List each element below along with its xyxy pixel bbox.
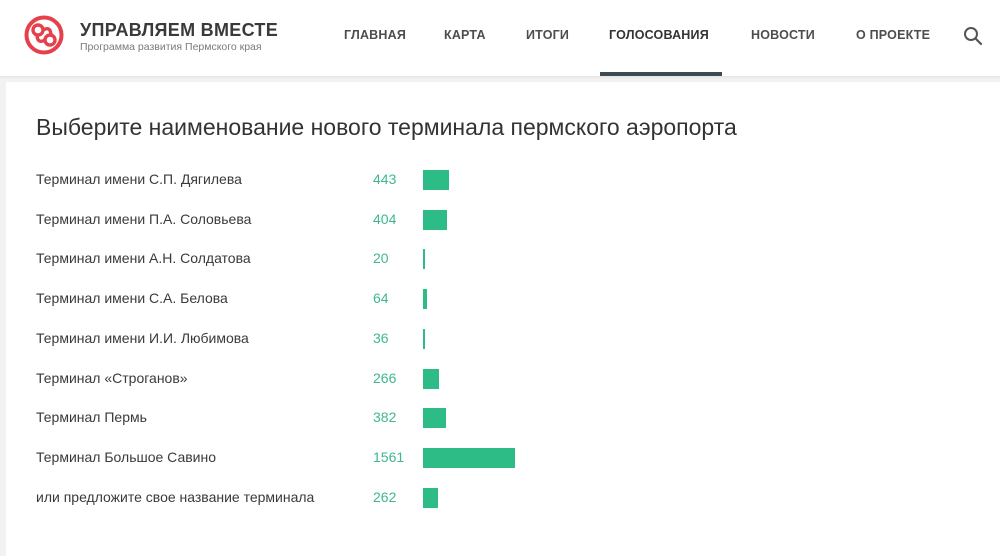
poll-option-row[interactable]: Терминал имени П.А. Соловьева 404: [0, 205, 1000, 235]
poll-option-row[interactable]: Терминал имени И.И. Любимова 36: [0, 324, 1000, 354]
poll-option-votes: 20: [373, 250, 389, 267]
poll-option-bar: [423, 249, 425, 270]
poll-option-label: Терминал имени С.П. Дягилева: [36, 171, 242, 187]
poll-option-label: Терминал имени А.Н. Солдатова: [36, 250, 251, 267]
poll-option-votes: 64: [373, 290, 389, 307]
poll-option-votes: 36: [373, 329, 389, 346]
poll-option-bar: [423, 170, 450, 190]
poll-option-votes: 1561: [373, 448, 405, 465]
poll-option-bar: [423, 209, 447, 230]
poll-option-label: Терминал имени И.И. Любимова: [36, 329, 249, 346]
nav-item-voting[interactable]: ГОЛОСОВАНИЯ: [609, 28, 709, 42]
poll-option-bar: [423, 289, 427, 310]
brand-subtitle: Программа развития Пермского края: [80, 41, 262, 53]
nav-item-about[interactable]: О ПРОЕКТЕ: [856, 28, 931, 42]
poll-option-label: Терминал Большое Савино: [36, 448, 217, 465]
poll-panel: [6, 82, 1000, 556]
brand-title: УПРАВЛЯЕМ ВМЕСТЕ: [80, 20, 279, 40]
site-header: УПРАВЛЯЕМ ВМЕСТЕ Программа развития Перм…: [0, 0, 1000, 76]
poll-option-votes: 262: [373, 488, 397, 505]
poll-option-bar: [423, 368, 439, 389]
logo-icon[interactable]: [24, 14, 64, 56]
poll-option-label: Терминал Пермь: [36, 409, 147, 426]
poll-option-row[interactable]: Терминал имени А.Н. Солдатова 20: [0, 244, 1000, 274]
poll-option-row[interactable]: Терминал Большое Савино 1561: [0, 443, 1000, 473]
poll-option-label: Терминал имени С.А. Белова: [36, 290, 228, 307]
poll-option-label: Терминал имени П.А. Соловьева: [36, 210, 252, 227]
brand[interactable]: УПРАВЛЯЕМ ВМЕСТЕ Программа развития Перм…: [80, 20, 278, 54]
active-tab-indicator: [600, 72, 722, 76]
poll-option-row[interactable]: Терминал имени С.П. Дягилева 443: [0, 165, 1000, 195]
poll-option-label: Терминал «Строганов»: [36, 369, 188, 386]
nav-item-news[interactable]: НОВОСТИ: [751, 28, 815, 42]
poll-option-row[interactable]: Терминал имени С.А. Белова 64: [0, 284, 1000, 314]
poll-option-label: или предложите свое название терминала: [36, 488, 315, 505]
poll-title: Выберите наименование нового терминала п…: [36, 114, 737, 140]
poll-option-votes: 266: [373, 369, 397, 386]
poll-option-bar: [423, 487, 439, 508]
poll-option-bar: [423, 447, 515, 468]
poll-option-votes: 404: [373, 210, 397, 227]
poll-option-row[interactable]: Терминал «Строганов» 266: [0, 364, 1000, 394]
nav-item-map[interactable]: КАРТА: [444, 28, 486, 42]
poll-option-bar: [423, 328, 426, 349]
poll-option-row[interactable]: или предложите свое название терминала 26…: [0, 483, 1000, 513]
poll-option-votes: 382: [373, 409, 397, 426]
nav-item-results[interactable]: ИТОГИ: [526, 28, 570, 42]
poll-option-row[interactable]: Терминал Пермь 382: [0, 403, 1000, 433]
poll-option-bar: [423, 408, 446, 429]
search-icon[interactable]: [963, 26, 983, 46]
poll-option-votes: 443: [373, 171, 397, 187]
nav-item-home[interactable]: ГЛАВНАЯ: [344, 28, 407, 42]
